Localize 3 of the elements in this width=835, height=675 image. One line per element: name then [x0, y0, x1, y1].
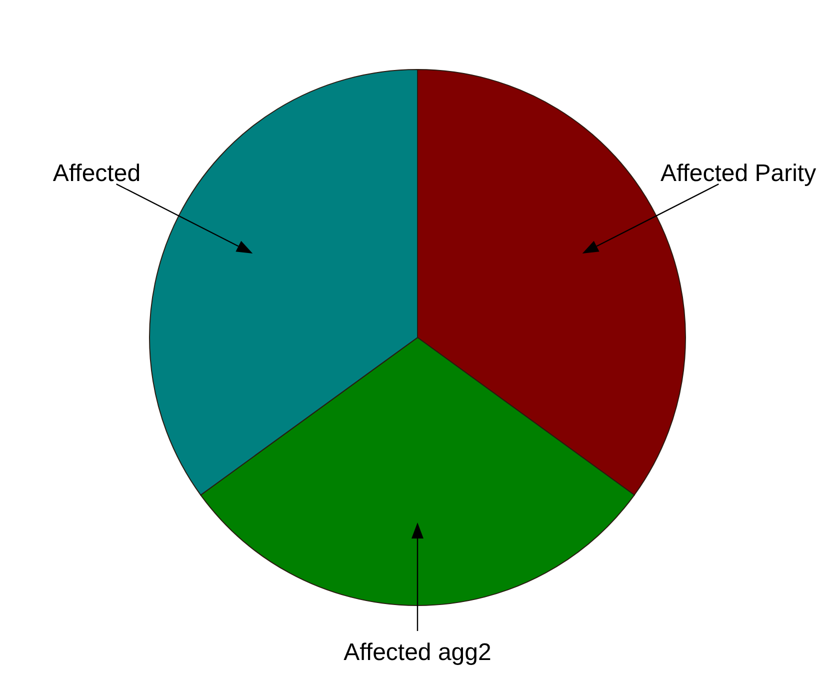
slice-label: Affected Parity: [660, 160, 816, 188]
slice-label: Affected: [52, 160, 141, 188]
slice-label: Affected agg2: [344, 639, 492, 666]
